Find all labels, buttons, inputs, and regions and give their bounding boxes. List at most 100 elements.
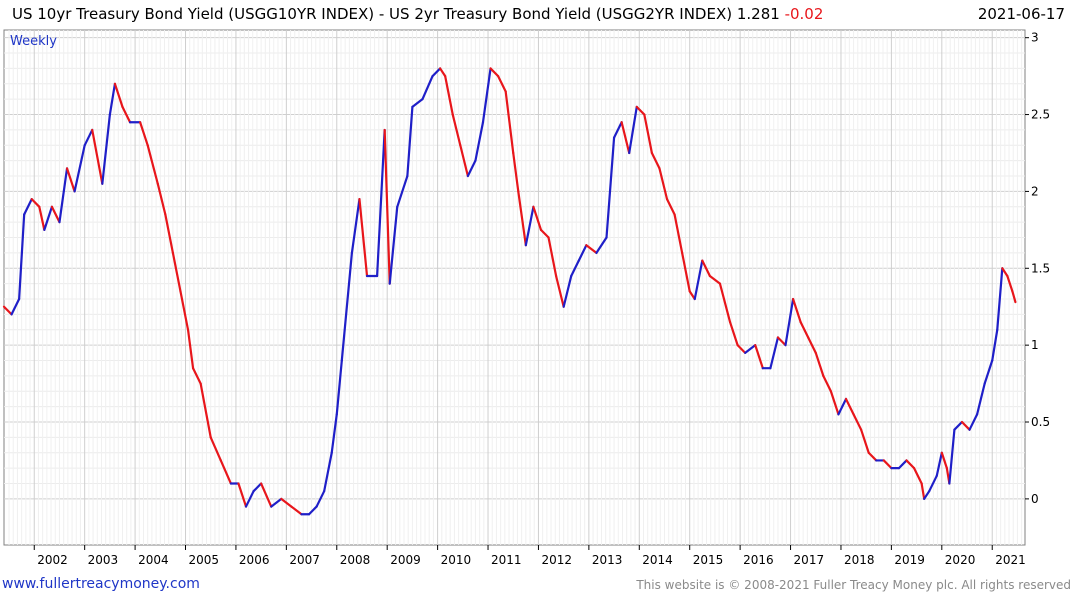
series-segment <box>844 397 855 416</box>
series-segment <box>736 344 747 354</box>
series-segment <box>113 82 124 108</box>
period-label: Weekly <box>10 34 57 49</box>
series-segment <box>451 113 462 147</box>
series-segment <box>650 151 661 170</box>
y-tick-label: 2.5 <box>1031 108 1050 122</box>
y-axis: 0 0.5 1 1.5 2 2.5 3 <box>1025 31 1050 506</box>
y-tick-label: 0.5 <box>1031 415 1050 429</box>
series-segment <box>290 505 303 516</box>
series-segment <box>976 382 986 416</box>
series-segment <box>121 105 132 124</box>
x-tick-label: 2003 <box>88 553 119 567</box>
series-segment <box>315 490 326 508</box>
series-segment <box>754 344 764 370</box>
series-segment <box>693 259 704 301</box>
series-segment <box>940 451 948 470</box>
series-segment <box>323 451 333 493</box>
series-segment <box>620 121 631 155</box>
series-segment <box>524 205 535 247</box>
series-segment <box>489 67 500 78</box>
series-segment <box>539 228 550 239</box>
series-segment <box>388 205 399 285</box>
chart-date: 2021-06-17 <box>977 5 1065 23</box>
x-tick-label: 2011 <box>491 553 522 567</box>
series-segment <box>164 213 175 255</box>
series-segment <box>983 359 994 385</box>
series-segment <box>585 244 598 255</box>
series-segment <box>769 336 780 370</box>
series-segment <box>681 251 691 293</box>
y-tick-label: 1.5 <box>1031 261 1050 275</box>
series-segment <box>383 128 391 285</box>
series-segment <box>421 75 434 101</box>
series-segment <box>635 105 646 116</box>
series-segment <box>108 82 117 116</box>
series-segment <box>209 436 222 462</box>
series-segment <box>517 190 527 247</box>
series-segment <box>23 198 33 216</box>
series-segment <box>497 75 507 93</box>
series-segment <box>38 205 46 231</box>
series-segment <box>968 413 979 431</box>
series-segment <box>10 297 21 316</box>
series-segment <box>58 167 69 224</box>
series-segment <box>91 128 104 185</box>
y-tick-label: 0 <box>1031 492 1039 506</box>
series-segment <box>791 297 802 324</box>
series-segment <box>186 328 195 370</box>
series-segment <box>784 297 795 347</box>
series-segment <box>350 198 361 255</box>
series-segment <box>882 459 893 470</box>
series-segment <box>260 482 273 508</box>
series-segment <box>673 213 684 255</box>
series-segment <box>996 267 1004 331</box>
series-segment <box>30 198 41 208</box>
y-tick-label: 1 <box>1031 338 1039 352</box>
series-segment <box>923 490 931 500</box>
series-segment <box>101 113 111 185</box>
series-segment <box>358 198 369 278</box>
x-tick-label: 2006 <box>239 553 270 567</box>
series-segment <box>244 490 255 508</box>
series-segment <box>199 382 212 439</box>
series-segment <box>83 128 94 147</box>
series-segment <box>665 198 676 216</box>
series-segment <box>504 90 515 155</box>
series-segment <box>807 336 817 354</box>
series-segment <box>237 482 248 508</box>
series-segment <box>905 459 916 470</box>
series-segment <box>191 367 202 385</box>
x-axis: 2002 2003 2004 2005 2006 2007 2008 2009 2010 2011… <box>33 545 1026 567</box>
series-segment <box>547 236 558 278</box>
series-segment <box>307 505 318 516</box>
site-link[interactable]: www.fullertreacymoney.com <box>2 576 200 592</box>
x-tick-label: 2012 <box>541 553 572 567</box>
series-segment <box>912 467 923 485</box>
series-segment <box>481 67 492 124</box>
series-segment <box>280 497 293 508</box>
chart-title-text: US 10yr Treasury Bond Yield (USGG10YR IN… <box>12 5 780 23</box>
series-segment <box>718 282 732 324</box>
series-segment <box>948 428 956 485</box>
series-segment <box>65 167 76 193</box>
series-segment <box>146 144 159 185</box>
series-segment <box>822 374 832 393</box>
series-segment <box>867 451 878 462</box>
series-segment <box>612 121 623 139</box>
series-segment <box>411 98 424 108</box>
copyright-notice: This website is © 2008-2021 Fuller Treac… <box>636 578 1071 592</box>
series-segment <box>570 259 580 278</box>
x-tick-label: 2002 <box>37 553 68 567</box>
series-segment <box>991 328 999 362</box>
series-line <box>2 67 1017 516</box>
series-segment <box>860 428 870 454</box>
y-tick-label: 2 <box>1031 184 1039 198</box>
series-segment <box>459 144 469 178</box>
series-segment <box>532 205 543 231</box>
series-segment <box>50 205 61 224</box>
series-segment <box>156 182 167 216</box>
x-tick-label: 2007 <box>289 553 320 567</box>
series-segment <box>920 482 926 500</box>
series-segment <box>928 474 938 493</box>
